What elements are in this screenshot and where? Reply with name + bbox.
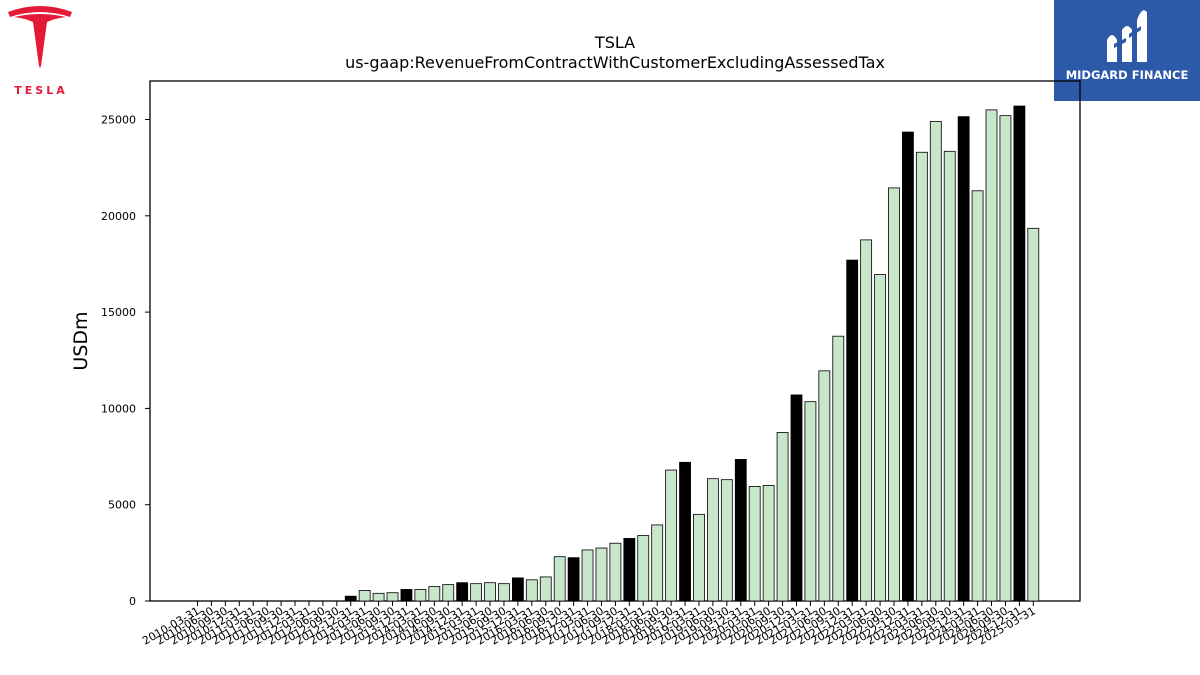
- bar: [386, 592, 399, 602]
- bar: [832, 335, 845, 602]
- y-tick-label: 15000: [101, 306, 136, 319]
- bar: [344, 595, 357, 602]
- bar: [707, 478, 719, 602]
- bar: [874, 274, 886, 602]
- bar: [971, 190, 984, 602]
- bar: [902, 131, 914, 602]
- bar: [790, 394, 803, 602]
- bar: [915, 151, 928, 602]
- bar: [525, 579, 538, 602]
- bar: [804, 401, 817, 602]
- midgard-finance-logo: MIDGARD FINANCE: [1054, 0, 1200, 101]
- bar: [498, 583, 510, 602]
- bar: [442, 584, 455, 602]
- bar: [637, 535, 650, 602]
- bar: [762, 485, 775, 602]
- bar: [358, 590, 371, 602]
- y-tick-label: 10000: [101, 402, 136, 415]
- bar: [999, 115, 1012, 602]
- tesla-t-icon: [8, 6, 72, 68]
- bar: [372, 592, 385, 602]
- bar: [1013, 105, 1026, 602]
- bar: [943, 150, 956, 602]
- bar: [651, 524, 664, 602]
- bar: [693, 513, 705, 602]
- bar: [400, 589, 413, 602]
- tesla-logo: TESLA: [0, 0, 80, 100]
- bar: [539, 576, 552, 602]
- bar: [818, 370, 831, 602]
- bar: [957, 116, 970, 602]
- bar: [511, 577, 524, 602]
- bar: [414, 589, 427, 602]
- tesla-wordmark: TESLA: [14, 84, 68, 97]
- bar: [553, 556, 566, 602]
- bar: [679, 461, 691, 602]
- bar: [665, 469, 678, 602]
- midgard-wordmark: MIDGARD FINANCE: [1065, 68, 1189, 82]
- bar: [985, 109, 998, 602]
- chart-subtitle: us-gaap:RevenueFromContractWithCustomerE…: [345, 53, 885, 72]
- y-tick-label: 20000: [101, 210, 136, 223]
- bar: [1027, 227, 1040, 602]
- midgard-m-icon: [1107, 10, 1147, 62]
- y-axis-label: USDm: [70, 311, 92, 370]
- y-tick-label: 25000: [101, 114, 136, 127]
- bar: [776, 432, 789, 602]
- bar: [623, 538, 636, 602]
- y-tick-label: 5000: [108, 499, 136, 512]
- bar: [470, 583, 483, 602]
- bar: [609, 542, 622, 602]
- y-tick-label: 0: [129, 595, 136, 608]
- bar: [929, 121, 942, 602]
- bar: [888, 187, 900, 602]
- bar: [860, 239, 873, 602]
- bar: [595, 547, 608, 602]
- bar: [567, 557, 580, 602]
- bar: [484, 582, 496, 602]
- bar: [428, 586, 441, 602]
- bar: [720, 479, 733, 602]
- bar: [456, 582, 469, 602]
- bar: [581, 549, 594, 602]
- bar: [748, 486, 761, 602]
- chart-title: TSLA: [594, 33, 636, 52]
- bar: [846, 259, 859, 602]
- bar: [734, 459, 747, 602]
